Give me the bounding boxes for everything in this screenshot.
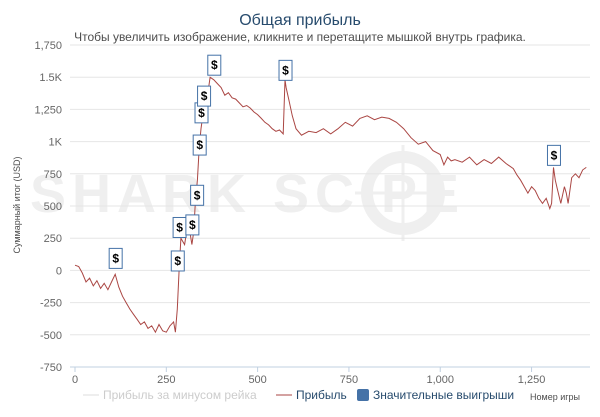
legend-item-minus-rake[interactable]: Прибыль за минусом рейка [83, 388, 257, 402]
y-tick-label: 250 [44, 233, 62, 245]
y-tick-label: -500 [40, 330, 62, 342]
legend-minus-rake-label: Прибыль за минусом рейка [103, 388, 257, 402]
big-win-flag-label: $ [174, 254, 181, 268]
big-win-flag-label: $ [112, 251, 119, 265]
big-win-flag-label: $ [201, 89, 208, 103]
legend-big-wins-swatch [357, 389, 369, 401]
big-win-flag-label: $ [189, 218, 196, 232]
big-win-flag[interactable]: $ [190, 184, 205, 206]
big-win-flag-box [278, 59, 293, 81]
x-axis-title: Номер игры [530, 392, 580, 402]
big-win-flag[interactable]: $ [172, 216, 187, 238]
y-axis-title: Суммарный итог (USD) [12, 156, 22, 253]
big-win-flags: $ $ $ $ $ $ $ $ $ $ $ [108, 54, 561, 272]
y-tick-label: -750 [40, 362, 62, 374]
x-tick-label: 250 [157, 374, 175, 386]
big-win-flag[interactable]: $ [108, 247, 123, 269]
chart-subtitle: Чтобы увеличить изображение, кликните и … [74, 30, 526, 44]
big-win-flag-label: $ [176, 220, 183, 234]
big-win-flag-box [185, 214, 200, 236]
big-win-flag-box [190, 184, 205, 206]
y-tick-label: 1,750 [34, 40, 62, 52]
y-axis-ticks: -750 -500 -250 0 250 500 750 1K 1,250 1.5K 1,750 [34, 40, 62, 374]
big-win-flag-box [546, 144, 561, 166]
grid-lines [70, 44, 590, 336]
legend-item-big-wins[interactable]: Значительные выигрыши [357, 388, 514, 402]
big-win-flag-box [192, 134, 207, 156]
legend-big-wins-label: Значительные выигрыши [373, 388, 514, 402]
x-tick-label: 750 [340, 374, 358, 386]
x-tick-label: 500 [248, 374, 266, 386]
legend-item-profit[interactable]: Прибыль [276, 388, 347, 402]
legend: Прибыль за минусом рейка Прибыль Значите… [83, 388, 514, 402]
y-tick-label: 0 [56, 265, 62, 277]
big-win-flag[interactable]: $ [192, 134, 207, 156]
big-win-flag[interactable]: $ [207, 54, 222, 76]
y-tick-label: 1.5K [39, 72, 62, 84]
profit-line[interactable] [74, 76, 587, 334]
big-win-flag-label: $ [211, 58, 218, 72]
big-win-flag-box [207, 54, 222, 76]
y-tick-label: 750 [44, 169, 62, 181]
big-win-flag[interactable]: $ [546, 144, 561, 166]
x-tick-label: 1,250 [518, 374, 546, 386]
big-win-flag-label: $ [198, 106, 205, 120]
y-tick-label: -250 [40, 298, 62, 310]
big-win-flag-label: $ [282, 63, 289, 77]
big-win-flag-box [197, 85, 212, 107]
big-win-flag[interactable]: $ [185, 214, 200, 236]
big-win-flag-box [108, 247, 123, 269]
chart-title: Общая прибыль [239, 12, 361, 29]
big-win-flag[interactable]: $ [197, 85, 212, 107]
big-win-flag-label: $ [551, 148, 558, 162]
series-area [74, 76, 587, 334]
big-win-flag[interactable]: $ [170, 250, 185, 272]
legend-profit-label: Прибыль [296, 388, 347, 402]
big-win-flag-label: $ [196, 138, 203, 152]
big-win-flag-label: $ [194, 188, 201, 202]
big-win-flag-box [170, 250, 185, 272]
x-tick-label: 0 [72, 374, 78, 386]
y-tick-label: 1,250 [34, 104, 62, 116]
big-win-flag[interactable]: $ [278, 59, 293, 81]
y-tick-label: 1K [49, 137, 63, 149]
x-tick-label: 1,000 [426, 374, 454, 386]
x-axis-ticks: 0 250 500 750 1,000 1,250 [72, 367, 545, 386]
y-tick-label: 500 [44, 201, 62, 213]
